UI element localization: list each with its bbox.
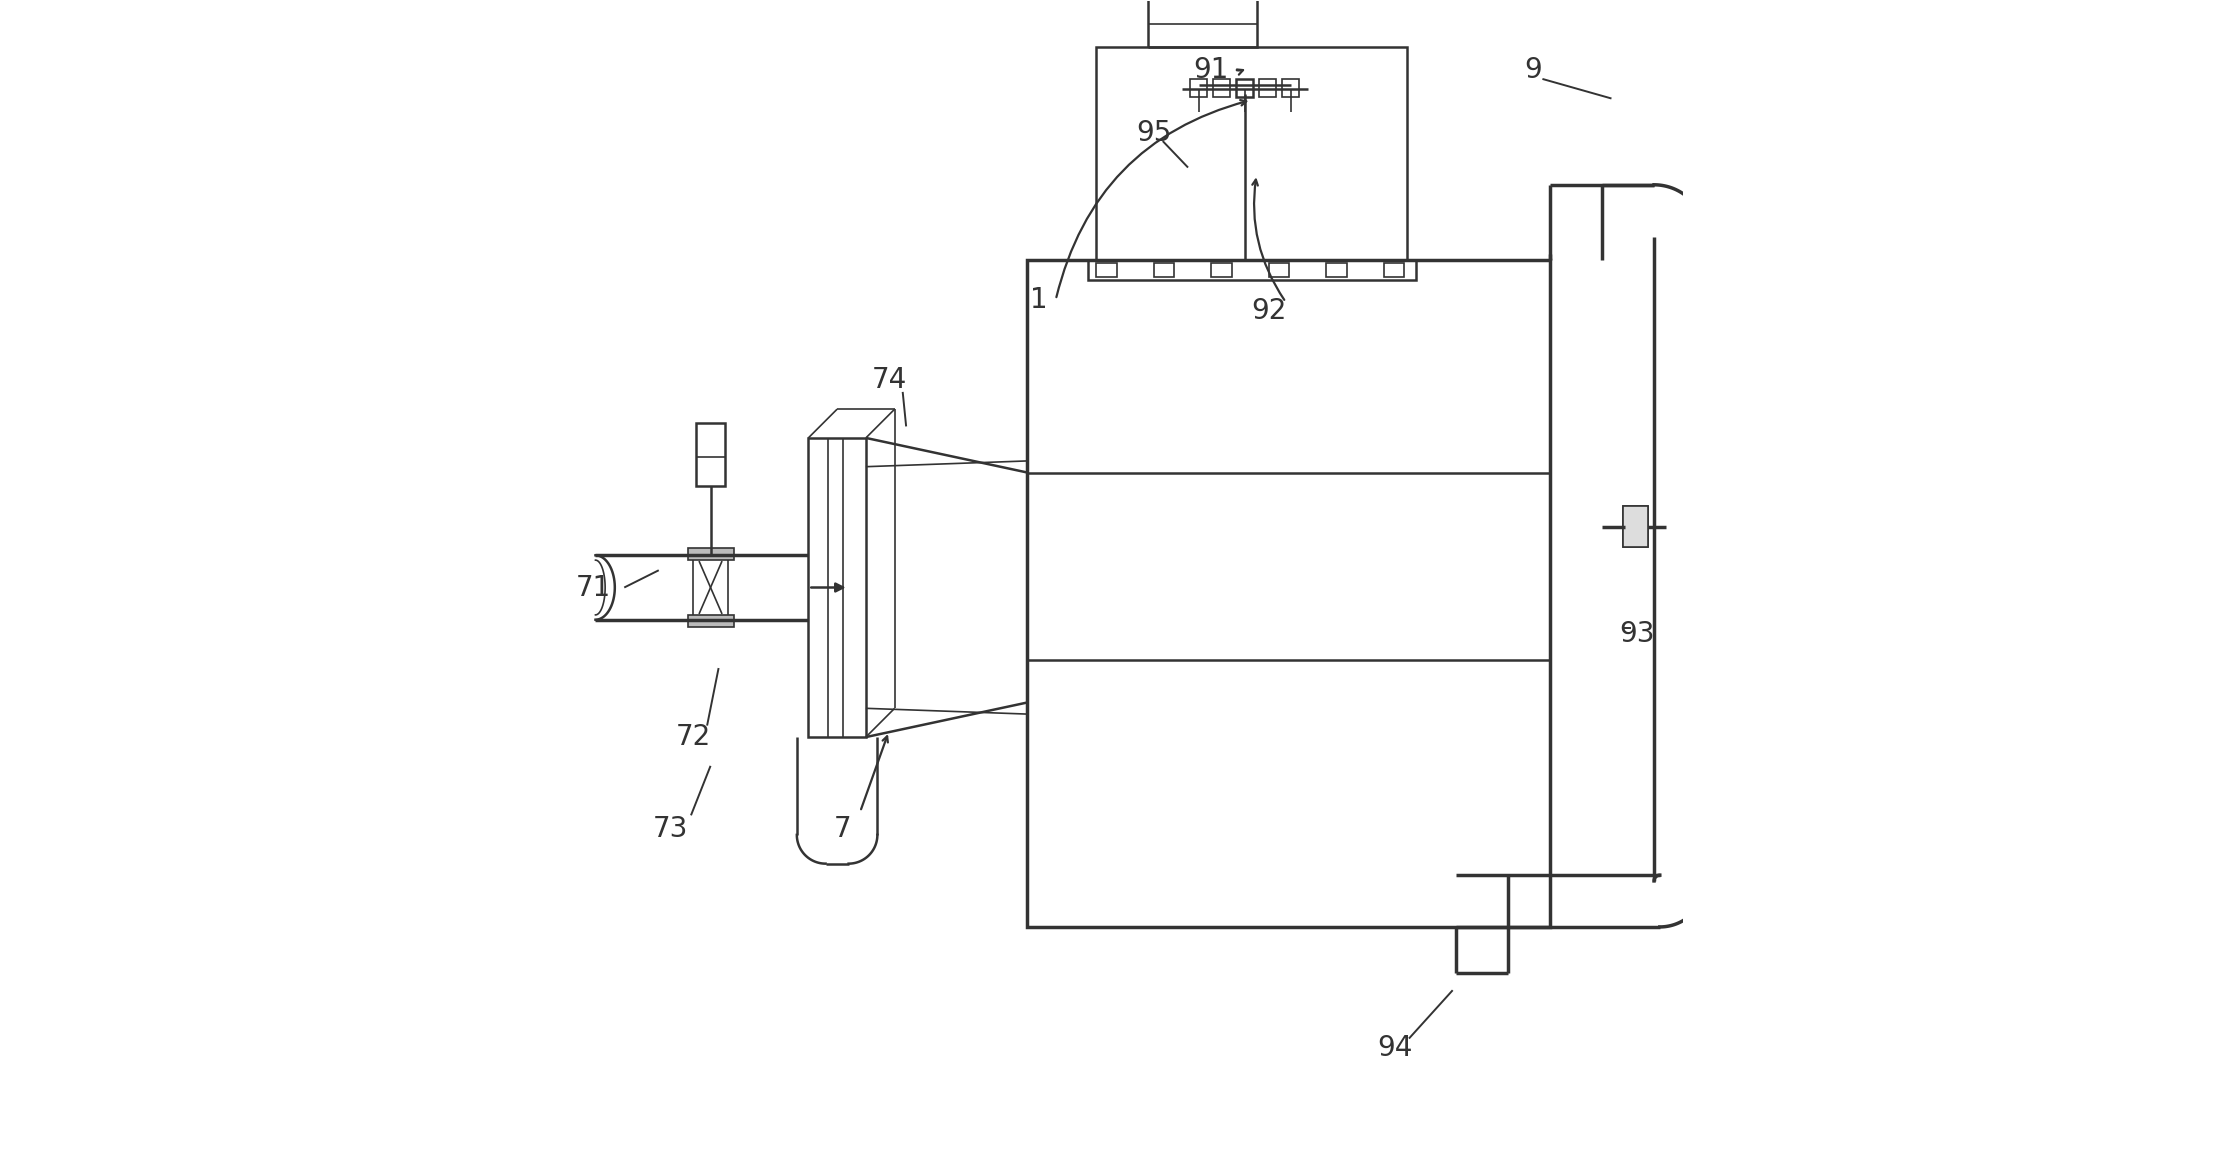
Text: 7: 7 (835, 816, 853, 843)
Bar (1096, 263, 1116, 276)
Bar (1088, 259, 1415, 280)
Bar (1624, 506, 1648, 547)
Bar (687, 548, 733, 560)
Bar (1258, 79, 1276, 97)
Text: 93: 93 (1619, 620, 1655, 647)
Bar (1624, 506, 1648, 547)
Bar (1028, 259, 1550, 927)
Bar (1282, 79, 1300, 97)
Bar (1147, 0, 1258, 47)
Bar (1269, 263, 1289, 276)
Bar (1096, 47, 1407, 259)
Bar (693, 555, 729, 620)
Bar (1214, 79, 1229, 97)
Text: 95: 95 (1136, 119, 1172, 147)
Text: 9: 9 (1524, 55, 1542, 84)
Text: 94: 94 (1378, 1033, 1413, 1062)
Bar (696, 423, 727, 486)
Bar (1384, 263, 1404, 276)
Text: 71: 71 (576, 574, 611, 601)
Text: 91: 91 (1194, 55, 1229, 84)
Text: 73: 73 (653, 816, 689, 843)
Bar (1236, 79, 1254, 97)
Text: 72: 72 (676, 723, 711, 751)
Text: 74: 74 (870, 366, 906, 394)
Bar (1189, 79, 1207, 97)
Bar (1327, 263, 1347, 276)
Bar (1154, 263, 1174, 276)
Bar (1212, 263, 1232, 276)
Bar (808, 438, 866, 737)
Text: 1: 1 (1030, 286, 1048, 313)
Text: 92: 92 (1251, 297, 1287, 325)
Bar (687, 615, 733, 627)
